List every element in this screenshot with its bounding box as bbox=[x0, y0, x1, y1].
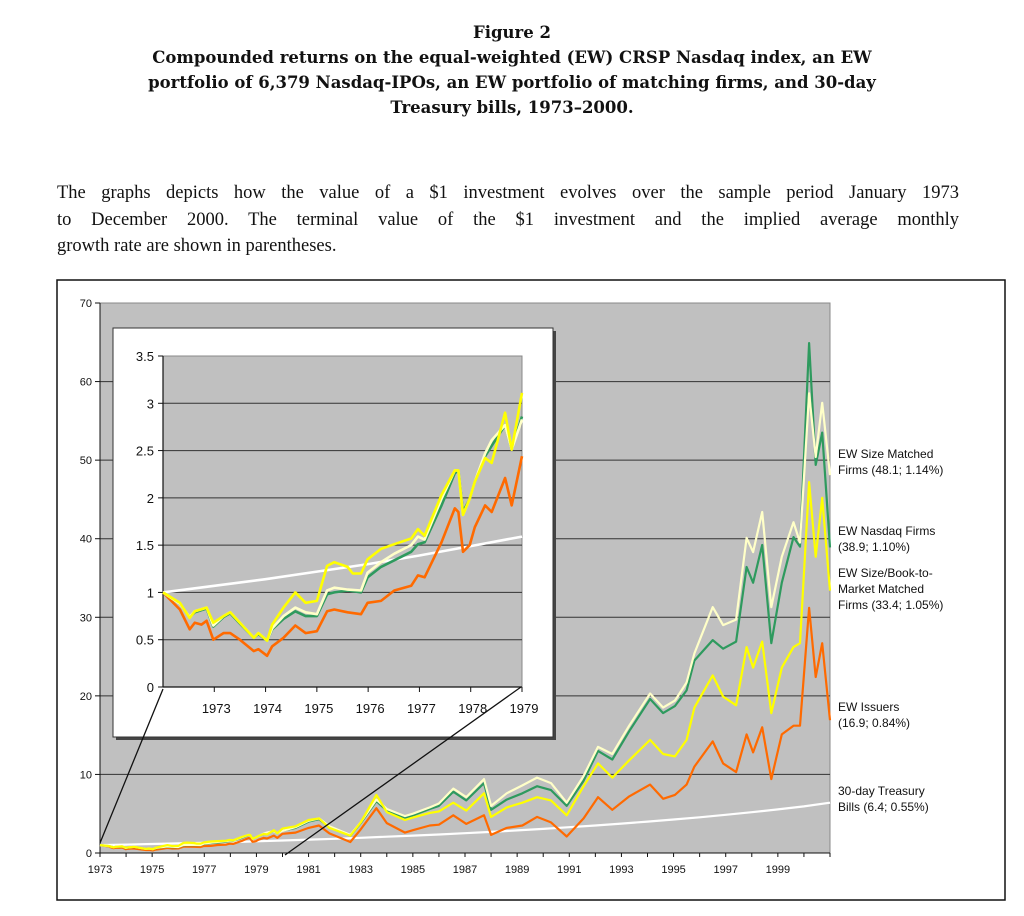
legend-label-size: EW Size Matched Firms (48.1; 1.14%) bbox=[838, 447, 943, 477]
legend-label-sizebm: EW Size/Book-to- Market Matched Firms (33.… bbox=[838, 566, 943, 612]
main-y-tick-label: 50 bbox=[80, 455, 92, 467]
legend-label-line: Firms (48.1; 1.14%) bbox=[838, 463, 943, 477]
zoom-connector-left bbox=[99, 688, 164, 844]
inset-x-tick-label: 1975 bbox=[304, 701, 333, 716]
zoom-connector-right bbox=[284, 686, 522, 856]
main-series-line-issuers bbox=[99, 606, 832, 852]
main-x-tick-label: 1975 bbox=[140, 864, 164, 876]
inset-plot-area bbox=[162, 355, 523, 688]
legend-label-tbills: 30-day Treasury Bills (6.4; 0.55%) bbox=[838, 784, 929, 814]
main-y-tick-label: 10 bbox=[80, 769, 92, 781]
legend-label-line: Bills (6.4; 0.55%) bbox=[838, 800, 929, 814]
legend-label-line: EW Size Matched bbox=[838, 447, 933, 461]
inset-y-tick-label: 2 bbox=[147, 491, 154, 506]
main-x-tick-label: 1979 bbox=[244, 864, 268, 876]
main-x-tick-label: 1997 bbox=[713, 864, 737, 876]
legend-label-line: (38.9; 1.10%) bbox=[838, 540, 910, 554]
inset-y-tick-label: 3.5 bbox=[136, 349, 154, 364]
legend-label-line: (16.9; 0.84%) bbox=[838, 716, 910, 730]
inset-x-tick-label: 1973 bbox=[202, 701, 231, 716]
main-x-tick-label: 1985 bbox=[401, 864, 425, 876]
legend-label-line: Market Matched bbox=[838, 582, 924, 596]
legend-label-line: Firms (33.4; 1.05%) bbox=[838, 598, 943, 612]
main-x-tick-label: 1993 bbox=[609, 864, 633, 876]
main-y-tick-label: 0 bbox=[86, 848, 92, 860]
legend-label-line: EW Size/Book-to- bbox=[838, 566, 933, 580]
main-x-tick-label: 1981 bbox=[296, 864, 320, 876]
legend-label-nasdaq: EW Nasdaq Firms (38.9; 1.10%) bbox=[838, 524, 935, 554]
figure-title-line: Compounded returns on the equal-weighted… bbox=[152, 48, 872, 67]
caption-line: growth rate are shown in parentheses. bbox=[57, 236, 337, 256]
main-series bbox=[99, 342, 832, 852]
inset-y-tick-label: 0.5 bbox=[136, 633, 154, 648]
caption-line: to December 2000. The terminal value of … bbox=[57, 209, 959, 230]
inset-series bbox=[162, 392, 524, 658]
main-y-tick-label: 30 bbox=[80, 612, 92, 624]
main-x-tick-label: 1991 bbox=[557, 864, 581, 876]
inset-x-tick-label: 1979 bbox=[510, 701, 539, 716]
inset-y-tick-label: 0 bbox=[147, 680, 154, 695]
figure-title: Figure 2 Compounded returns on the equal… bbox=[0, 20, 1024, 120]
main-x-tick-label: 1995 bbox=[661, 864, 685, 876]
figure-caption: The graphs depicts how the value of a $1… bbox=[57, 180, 959, 260]
inset-series-line-issuers bbox=[162, 455, 524, 658]
legend-label-line: EW Nasdaq Firms bbox=[838, 524, 935, 538]
inset-x-tick-label: 1974 bbox=[253, 701, 282, 716]
inset-y-tick-label: 1.5 bbox=[136, 538, 154, 553]
inset-axes: 0 0.5 1 1.5 2 2.5 3 3.5 1973 1974 1975 1976 1977 1978… bbox=[136, 349, 539, 716]
main-x-tick-label: 1977 bbox=[192, 864, 216, 876]
inset-x-tick-label: 1977 bbox=[407, 701, 436, 716]
inset-x-tick-label: 1976 bbox=[356, 701, 385, 716]
main-x-tick-label: 1973 bbox=[88, 864, 112, 876]
caption-line: The graphs depicts how the value of a $1… bbox=[57, 183, 959, 203]
legend-label-line: 30-day Treasury bbox=[838, 784, 925, 798]
inset-y-tick-label: 1 bbox=[147, 585, 154, 600]
main-x-tick-label: 1999 bbox=[766, 864, 790, 876]
figure-title-line: portfolio of 6,379 Nasdaq-IPOs, an EW po… bbox=[148, 73, 876, 92]
legend-label-line: EW Issuers bbox=[838, 700, 899, 714]
main-series-line-sizebm bbox=[99, 481, 832, 851]
inset-y-tick-label: 2.5 bbox=[136, 444, 154, 459]
main-x-tick-label: 1983 bbox=[348, 864, 372, 876]
figure-title-line: Treasury bills, 1973–2000. bbox=[390, 98, 634, 117]
inset-y-tick-label: 3 bbox=[147, 396, 154, 411]
main-x-tick-label: 1987 bbox=[453, 864, 477, 876]
main-y-tick-label: 20 bbox=[80, 691, 92, 703]
main-y-tick-label: 70 bbox=[80, 298, 92, 310]
legend-label-issuers: EW Issuers (16.9; 0.84%) bbox=[838, 700, 910, 730]
inset-series-line-sizebm bbox=[162, 392, 524, 643]
inset-x-tick-label: 1978 bbox=[458, 701, 487, 716]
legend: 30-day Treasury Bills (6.4; 0.55%) EW Issu… bbox=[838, 447, 943, 814]
main-y-tick-label: 40 bbox=[80, 534, 92, 546]
main-x-tick-label: 1989 bbox=[505, 864, 529, 876]
figure-label: Figure 2 bbox=[473, 23, 551, 42]
main-y-tick-label: 60 bbox=[80, 377, 92, 389]
